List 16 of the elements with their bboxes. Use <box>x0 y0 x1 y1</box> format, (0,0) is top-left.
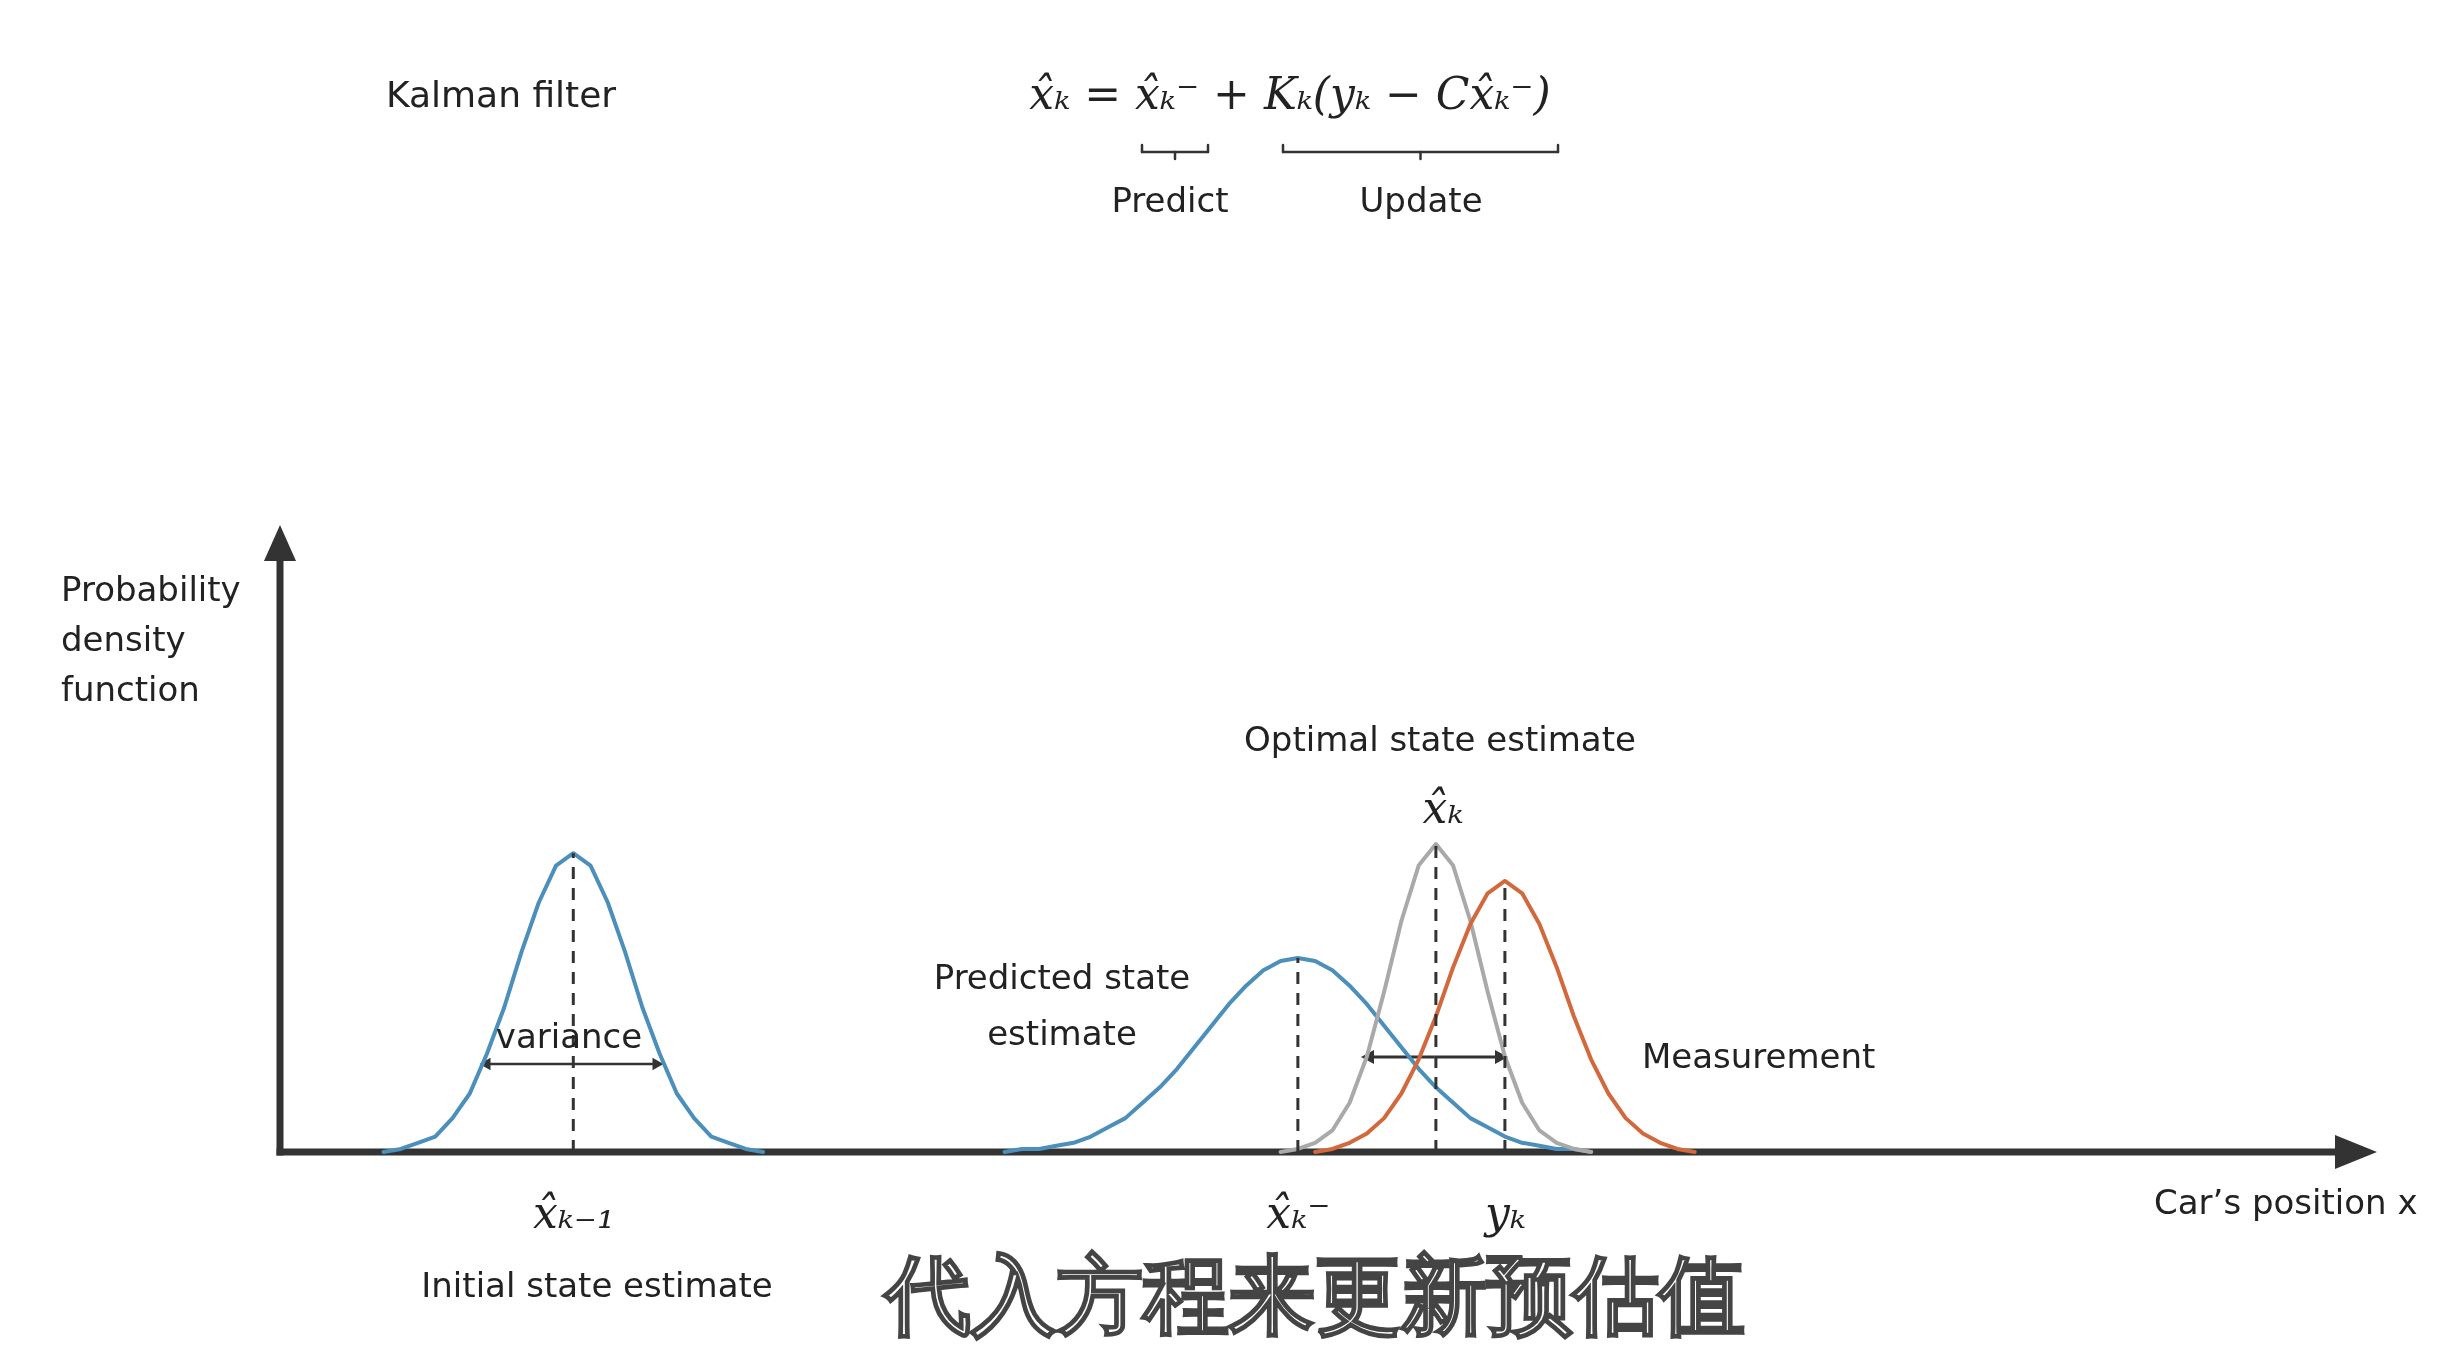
chart-title: Kalman filter <box>386 74 617 115</box>
text: Update <box>1359 180 1483 220</box>
text: 代入方程来更新预估值 <box>882 1245 1745 1345</box>
series-label: Measurement <box>1642 1036 1876 1076</box>
text: x̂ₖ <box>1422 782 1464 833</box>
text: Predict <box>1111 180 1229 220</box>
x-tick-label: yₖ <box>1482 1186 1526 1238</box>
x-axis-title: Car’s position x <box>2154 1181 2418 1222</box>
text: Optimal state estimate <box>1244 719 1636 759</box>
y-axis-title: Probability density function <box>61 569 241 709</box>
x-tick-label: x̂ₖ₋₁ <box>532 1186 615 1238</box>
text: x̂ₖ = x̂ₖ⁻ + Kₖ(yₖ − Cx̂ₖ⁻) <box>1029 68 1551 119</box>
x-tick-label: x̂ₖ⁻ <box>1266 1186 1331 1238</box>
series-label: Predicted state estimate <box>933 957 1191 1053</box>
annotation: variance <box>495 1016 643 1056</box>
text: Initial state estimate <box>421 1265 773 1305</box>
